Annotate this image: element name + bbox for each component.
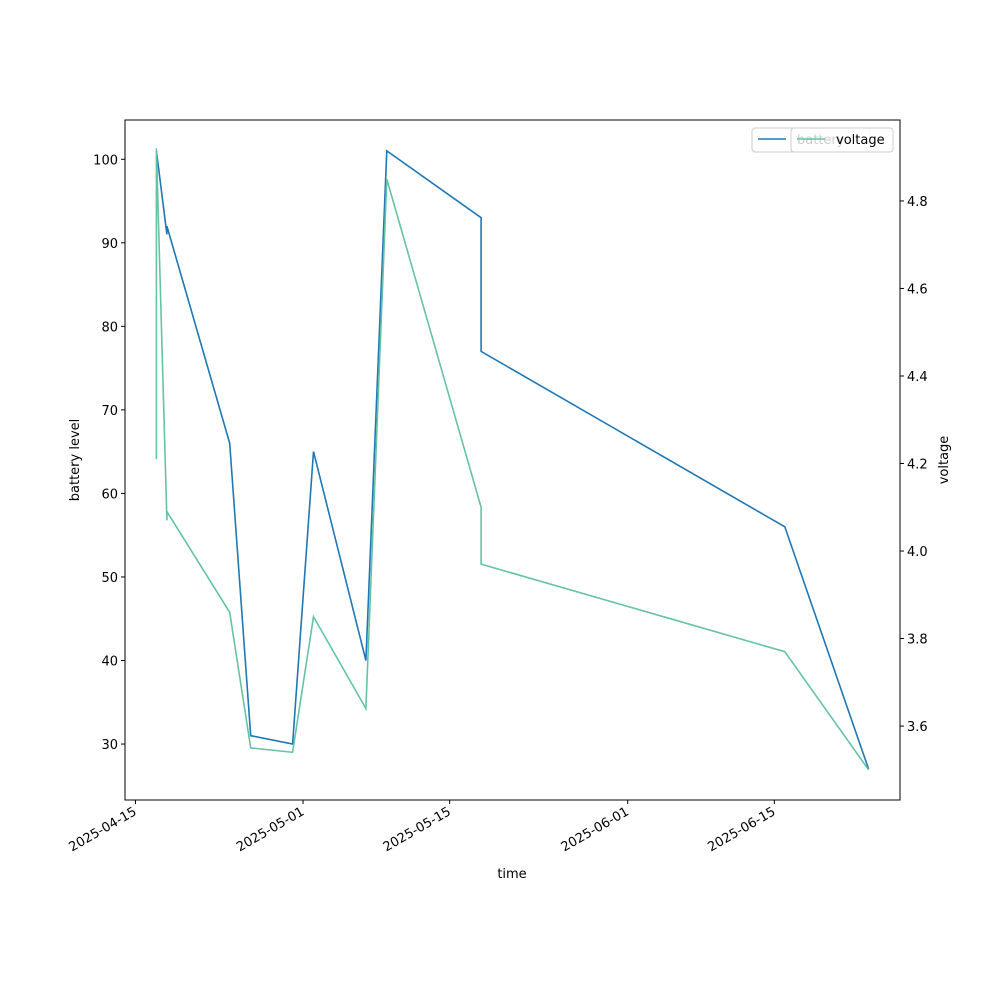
x-tick-label: 2025-04-15 [67, 804, 140, 855]
y2-tick-label: 4.0 [907, 545, 928, 560]
plot-frame [124, 119, 901, 801]
y2-tick-label: 3.8 [907, 633, 928, 648]
y-tick-label: 60 [101, 487, 118, 502]
y-tick-label: 100 [93, 153, 118, 168]
y-tick-label: 30 [101, 738, 118, 753]
y-axis-label: battery level [68, 419, 83, 502]
y2-tick-label: 4.4 [907, 370, 928, 385]
series-line [155, 149, 870, 770]
y-tick-label: 80 [101, 320, 118, 335]
series-line [155, 148, 870, 771]
y2-tick-label: 4.2 [907, 458, 928, 473]
x-axis-label: time [497, 867, 526, 882]
y2-tick-label: 4.8 [907, 195, 928, 210]
y-tick-label: 90 [101, 237, 118, 252]
legend-box [790, 127, 894, 153]
y2-tick-label: 4.6 [907, 282, 928, 297]
x-tick-label: 2025-05-01 [234, 804, 307, 855]
x-tick-label: 2025-06-15 [705, 804, 778, 855]
y2-tick-label: 3.6 [907, 720, 928, 735]
y-tick-label: 70 [101, 404, 118, 419]
x-tick-label: 2025-06-01 [559, 804, 632, 855]
legend-label: voltage [836, 133, 885, 148]
y-tick-label: 50 [101, 571, 118, 586]
y-tick-label: 40 [101, 654, 118, 669]
y2-axis-label: voltage [937, 436, 952, 485]
x-tick-label: 2025-05-15 [381, 804, 454, 855]
